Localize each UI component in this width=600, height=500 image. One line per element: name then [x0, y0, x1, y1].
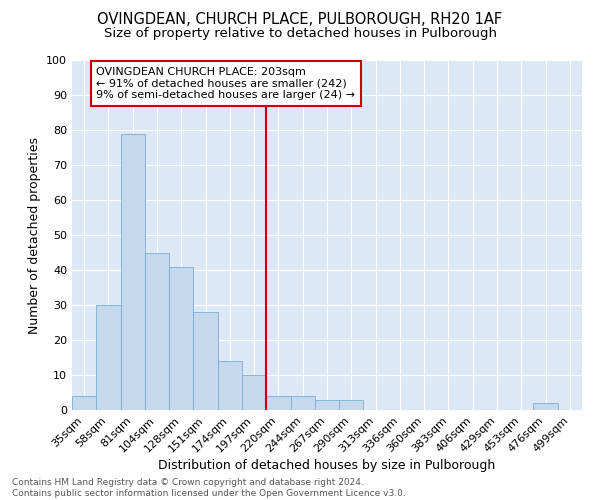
- Y-axis label: Number of detached properties: Number of detached properties: [28, 136, 41, 334]
- Text: Contains HM Land Registry data © Crown copyright and database right 2024.
Contai: Contains HM Land Registry data © Crown c…: [12, 478, 406, 498]
- Bar: [315, 400, 339, 410]
- Bar: [533, 403, 558, 410]
- Bar: [290, 396, 315, 410]
- Text: OVINGDEAN CHURCH PLACE: 203sqm
← 91% of detached houses are smaller (242)
9% of : OVINGDEAN CHURCH PLACE: 203sqm ← 91% of …: [96, 67, 355, 100]
- Bar: [145, 252, 169, 410]
- Text: OVINGDEAN, CHURCH PLACE, PULBOROUGH, RH20 1AF: OVINGDEAN, CHURCH PLACE, PULBOROUGH, RH2…: [97, 12, 503, 28]
- Bar: [218, 361, 242, 410]
- Bar: [266, 396, 290, 410]
- X-axis label: Distribution of detached houses by size in Pulborough: Distribution of detached houses by size …: [158, 460, 496, 472]
- Bar: [96, 305, 121, 410]
- Bar: [169, 266, 193, 410]
- Bar: [339, 400, 364, 410]
- Bar: [121, 134, 145, 410]
- Bar: [72, 396, 96, 410]
- Bar: [242, 375, 266, 410]
- Text: Size of property relative to detached houses in Pulborough: Size of property relative to detached ho…: [104, 28, 497, 40]
- Bar: [193, 312, 218, 410]
